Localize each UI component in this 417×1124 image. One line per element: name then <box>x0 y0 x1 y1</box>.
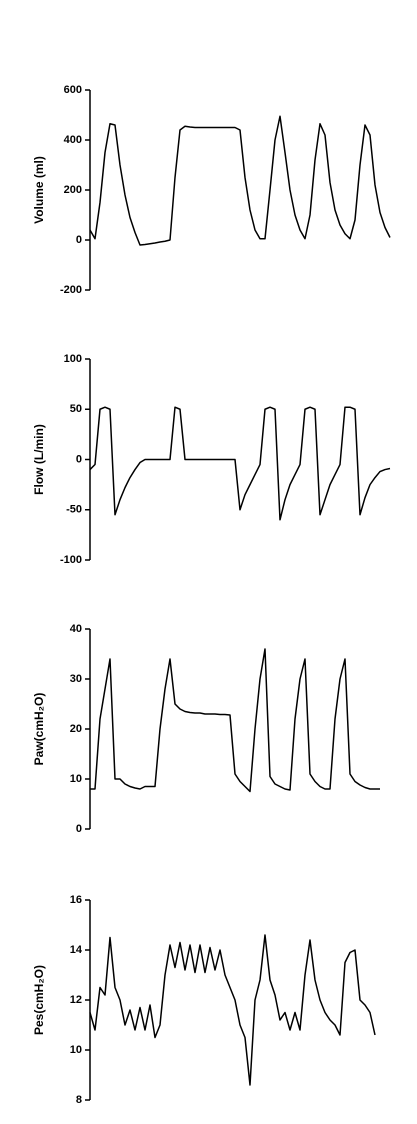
y-tick-label: 20 <box>70 723 82 735</box>
y-tick-label: 400 <box>64 134 82 146</box>
data-line <box>89 115 391 246</box>
y-tick-label: 10 <box>70 1044 82 1056</box>
y-axis-label: Flow (L/min) <box>32 424 46 495</box>
data-line <box>89 934 376 1086</box>
y-tick-label: 14 <box>70 944 83 956</box>
y-tick-label: 8 <box>76 1094 82 1106</box>
y-tick-label: 0 <box>76 453 82 465</box>
y-tick-label: 200 <box>64 184 82 196</box>
y-tick-label: 12 <box>70 994 82 1006</box>
y-tick-label: 100 <box>64 353 82 365</box>
y-tick-label: -50 <box>66 504 82 516</box>
y-tick-label: 600 <box>64 84 82 96</box>
y-axis-label: Pes(cmH₂O) <box>32 965 46 1035</box>
data-line <box>90 648 380 793</box>
y-tick-label: -200 <box>60 284 82 296</box>
y-tick-label: -100 <box>60 554 82 566</box>
y-tick-label: 0 <box>76 823 82 835</box>
y-tick-label: 0 <box>76 234 82 246</box>
y-tick-label: 30 <box>70 673 82 685</box>
y-axis-label: Volume (ml) <box>32 156 46 224</box>
y-tick-label: 40 <box>70 623 82 635</box>
y-tick-label: 10 <box>70 773 82 785</box>
data-line <box>89 406 391 521</box>
y-tick-label: 16 <box>70 894 82 906</box>
y-axis-label: Paw(cmH₂O) <box>32 693 46 766</box>
y-tick-label: 50 <box>70 403 82 415</box>
